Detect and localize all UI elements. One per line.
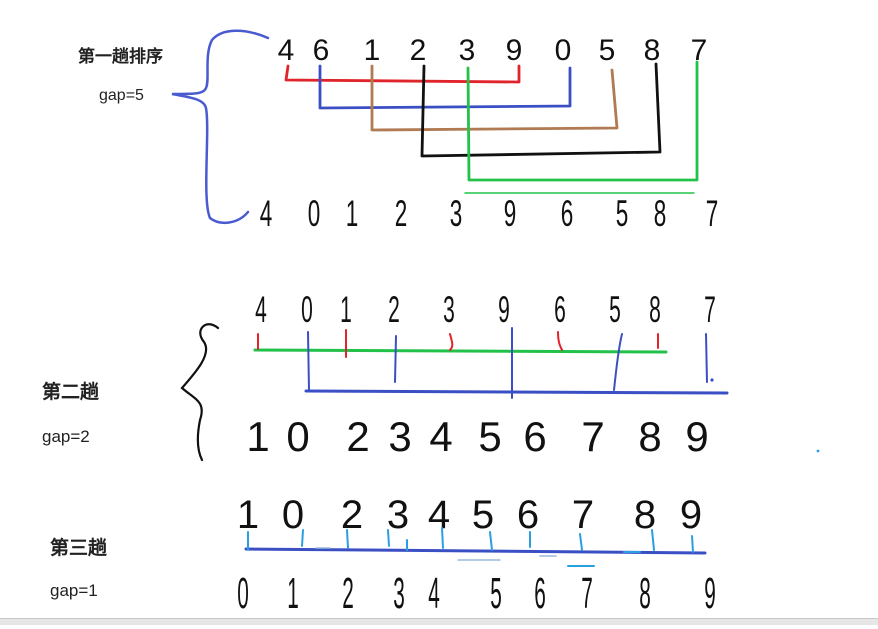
digit-after-6: 6 (534, 570, 546, 618)
digit-after-6: 6 (523, 413, 546, 460)
pair-connector-brown (370, 64, 619, 132)
digit-before-1: 6 (313, 34, 330, 67)
digit-before-3: 2 (388, 289, 400, 331)
digit-before-2: 1 (364, 34, 381, 67)
digit-after-2: 2 (342, 570, 354, 618)
digit-after-1: 0 (308, 192, 321, 234)
digit-before-9: 9 (680, 493, 702, 537)
digit-before-7: 5 (609, 289, 621, 331)
pass3-label: 第三趟 (50, 536, 108, 559)
pass3-gap-label: gap=1 (50, 581, 98, 600)
digit-after-7: 7 (581, 570, 593, 618)
digit-before-8: 8 (634, 493, 656, 537)
pass2-label: 第二趟 (42, 380, 100, 403)
digit-before-4: 4 (428, 493, 450, 537)
pass2-connectors (253, 327, 729, 399)
red-ticks (257, 329, 659, 358)
digit-before-1: 0 (301, 289, 313, 331)
stray-dot (816, 449, 820, 453)
digit-before-2: 1 (340, 289, 352, 331)
pair-connector-black (420, 62, 662, 158)
digit-after-0: 0 (237, 570, 249, 618)
digit-before-9: 7 (691, 34, 708, 67)
pair-connector-blue (318, 64, 572, 110)
pass1-brace (171, 29, 270, 225)
digit-after-2: 1 (346, 192, 359, 234)
digit-before-4: 3 (443, 289, 455, 331)
digit-before-6: 0 (555, 34, 572, 67)
digit-before-3: 3 (387, 493, 409, 537)
pair-connector-red (284, 64, 521, 84)
digit-after-0: 4 (260, 192, 273, 234)
pass1-label: 第一趟排序 (78, 46, 163, 67)
digit-before-1: 0 (282, 493, 304, 537)
digit-after-9: 9 (704, 570, 716, 618)
odd-group-line (304, 389, 729, 395)
digit-before-0: 1 (237, 493, 259, 537)
digit-before-7: 7 (572, 493, 594, 537)
digit-before-6: 6 (554, 289, 566, 331)
pass1-connectors (284, 60, 699, 194)
digit-after-0: 1 (246, 413, 269, 460)
pass3-connectors (244, 527, 707, 567)
digit-before-0: 4 (278, 34, 295, 67)
digit-after-1: 0 (286, 413, 309, 460)
digit-after-5: 5 (478, 413, 501, 460)
blue-dot (710, 378, 714, 382)
digit-after-5: 9 (504, 192, 517, 234)
digit-after-4: 4 (428, 570, 440, 618)
digit-before-9: 7 (704, 289, 716, 331)
digit-before-4: 3 (459, 34, 476, 67)
digit-before-0: 4 (255, 289, 267, 331)
faint-marks (315, 547, 557, 561)
digit-before-5: 5 (472, 493, 494, 537)
digit-after-1: 1 (287, 570, 299, 618)
bottom-scroll-strip (0, 618, 878, 625)
digit-after-8: 8 (639, 570, 651, 618)
pass2-gap-label: gap=2 (42, 427, 90, 446)
digit-after-3: 3 (388, 413, 411, 460)
cyan-ticks (247, 527, 694, 567)
blue-ticks (307, 327, 708, 399)
pass2-brace (180, 323, 220, 462)
digit-after-8: 8 (654, 192, 667, 234)
pass1-gap-label: gap=5 (99, 87, 144, 104)
pair-connector-green (466, 60, 699, 182)
digit-after-8: 8 (638, 413, 661, 460)
digit-after-9: 9 (685, 413, 708, 460)
digit-before-7: 5 (599, 34, 616, 67)
digit-after-7: 5 (616, 192, 629, 234)
digit-after-4: 4 (429, 413, 452, 460)
digit-before-5: 9 (506, 34, 523, 67)
digit-after-4: 3 (450, 192, 463, 234)
digit-after-5: 5 (490, 570, 502, 618)
digit-after-9: 7 (706, 192, 719, 234)
digit-before-8: 8 (649, 289, 661, 331)
digit-after-7: 7 (581, 413, 604, 460)
digit-before-3: 2 (410, 34, 427, 67)
digit-after-6: 6 (561, 192, 574, 234)
digit-before-5: 9 (498, 289, 510, 331)
digit-after-3: 3 (393, 570, 405, 618)
digit-before-8: 8 (644, 34, 661, 67)
even-group-line (253, 348, 668, 354)
digit-before-2: 2 (341, 493, 363, 537)
digit-after-3: 2 (395, 192, 408, 234)
digit-before-6: 6 (517, 493, 539, 537)
digit-after-2: 2 (346, 413, 369, 460)
